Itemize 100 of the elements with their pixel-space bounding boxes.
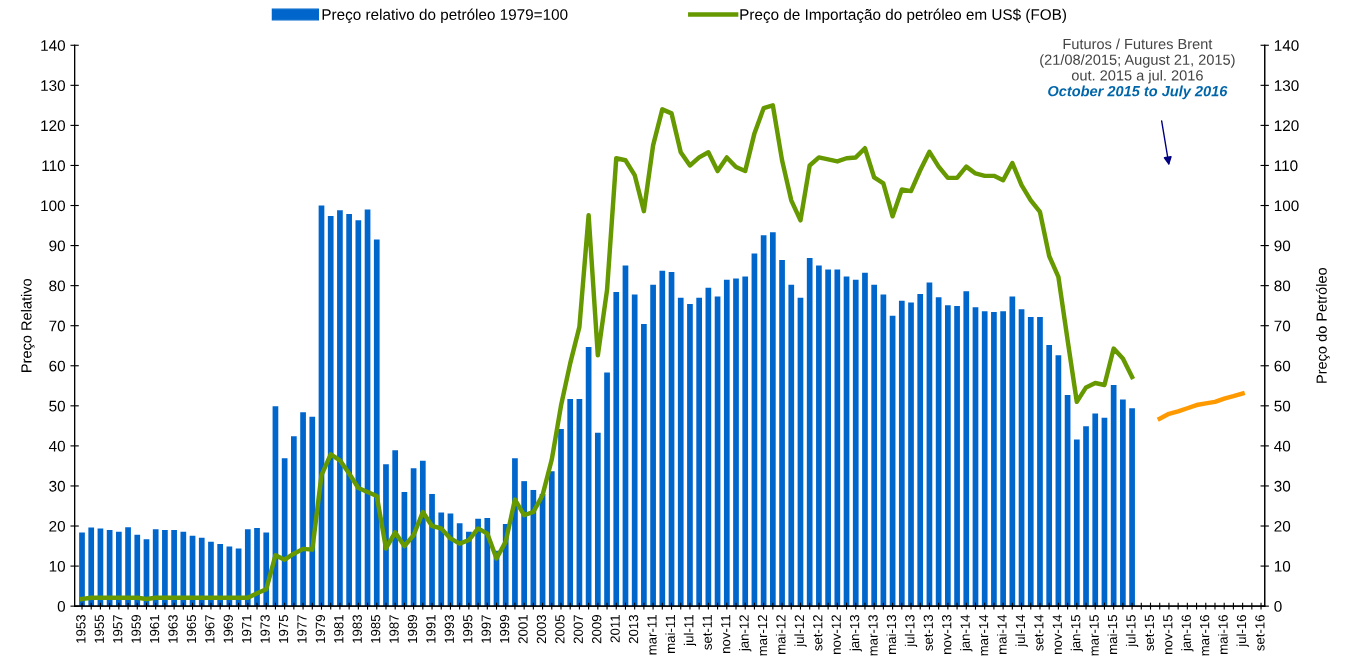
y2-tick-label: 10 bbox=[1274, 560, 1291, 572]
bar bbox=[742, 276, 749, 607]
bar bbox=[594, 432, 601, 607]
bar bbox=[346, 213, 352, 607]
x-tick-label: mar-15 bbox=[1089, 615, 1099, 656]
x-tick-label: 2013 bbox=[628, 615, 639, 644]
bar bbox=[134, 534, 141, 607]
bar bbox=[769, 232, 776, 607]
x-tick-label: mai-15 bbox=[1107, 615, 1118, 654]
x-tick-label: 1973 bbox=[260, 615, 270, 643]
annotation: Futuros / Futures Brent bbox=[1063, 38, 1213, 50]
y-tick-label: 70 bbox=[49, 320, 66, 332]
x-tick-label: 2011 bbox=[610, 615, 620, 643]
bar bbox=[687, 304, 693, 607]
bar bbox=[1092, 413, 1099, 607]
bar bbox=[337, 210, 343, 607]
bar bbox=[162, 530, 168, 607]
bar bbox=[696, 297, 703, 607]
x-tick-label: mai-11 bbox=[665, 615, 676, 653]
bar bbox=[217, 544, 224, 607]
y2-tick-label: 140 bbox=[1274, 40, 1299, 51]
x-tick-label: nov-14 bbox=[1052, 614, 1062, 654]
bar bbox=[991, 312, 997, 607]
bar bbox=[125, 527, 131, 607]
x-tick-label: 1953 bbox=[76, 615, 86, 643]
x-tick-label: 1989 bbox=[407, 615, 418, 643]
x-tick-label: 1991 bbox=[426, 615, 436, 643]
x-tick-label: nov-13 bbox=[942, 615, 952, 654]
bar bbox=[392, 450, 399, 607]
bar bbox=[1009, 296, 1016, 607]
bar bbox=[484, 518, 491, 607]
y2-tick-label: 70 bbox=[1274, 320, 1291, 332]
x-tick-label: mar-11 bbox=[647, 615, 657, 655]
x-tick-label: 1995 bbox=[463, 615, 473, 643]
y2-tick-label: 50 bbox=[1274, 400, 1291, 412]
x-tick-label: jul-14 bbox=[1015, 614, 1028, 648]
y2-tick-label: 60 bbox=[1274, 360, 1291, 372]
bar bbox=[981, 311, 988, 607]
x-tick-label: jan-16 bbox=[1181, 615, 1194, 652]
x-tick-label: set-15 bbox=[1144, 615, 1155, 651]
x-tick-label: nov-11 bbox=[721, 615, 731, 653]
bar bbox=[825, 269, 831, 607]
x-tick-label: set-13 bbox=[923, 615, 933, 651]
x-tick-label: 1999 bbox=[499, 615, 510, 643]
x-tick-label: 1979 bbox=[315, 615, 326, 643]
x-tick-label: 2007 bbox=[573, 615, 583, 644]
bar bbox=[677, 297, 684, 607]
bar bbox=[198, 537, 205, 607]
y-tick-label: 110 bbox=[42, 160, 66, 172]
x-tick-label: 1997 bbox=[481, 615, 491, 643]
bar bbox=[300, 412, 306, 607]
x-tick-label: 2009 bbox=[592, 615, 602, 644]
bar bbox=[641, 324, 647, 607]
bar bbox=[419, 460, 426, 607]
annotation: out. 2015 a jul. 2016 bbox=[1071, 69, 1203, 84]
bar bbox=[1000, 311, 1006, 607]
x-tick-label: 1961 bbox=[149, 615, 160, 643]
bar bbox=[355, 220, 362, 607]
bar bbox=[456, 523, 463, 607]
bar bbox=[733, 278, 739, 607]
bar bbox=[1110, 385, 1117, 607]
x-tick-label: jan-13 bbox=[849, 615, 862, 652]
annotation: (21/08/2015; August 21, 2015) bbox=[1040, 54, 1235, 68]
bar bbox=[945, 305, 951, 607]
x-tick-label: mar-14 bbox=[979, 614, 989, 656]
y2-tick-label: 0 bbox=[1274, 601, 1282, 612]
x-tick-label: jul-11 bbox=[683, 615, 697, 647]
y2-tick-label: 40 bbox=[1274, 440, 1291, 452]
bar bbox=[613, 292, 620, 607]
x-tick-label: jul-13 bbox=[904, 615, 918, 648]
x-tick-label: 1993 bbox=[444, 615, 454, 643]
x-tick-label: set-12 bbox=[813, 615, 823, 651]
y-tick-label: 130 bbox=[41, 80, 66, 92]
bar bbox=[291, 436, 297, 607]
annotation: October 2015 to July 2016 bbox=[1048, 85, 1228, 100]
x-tick-label: jul-15 bbox=[1125, 615, 1139, 648]
bar bbox=[1083, 426, 1089, 607]
x-tick-label: mai-14 bbox=[996, 614, 1007, 654]
y2-tick-label: 130 bbox=[1274, 80, 1299, 92]
x-tick-label: jul-12 bbox=[794, 615, 807, 648]
bar bbox=[834, 269, 841, 607]
bar bbox=[604, 372, 610, 607]
x-tick-label: 1987 bbox=[389, 615, 399, 643]
x-tick-label: nov-12 bbox=[831, 615, 841, 654]
bar bbox=[816, 265, 822, 607]
x-tick-label: jul-16 bbox=[1236, 615, 1249, 648]
bar bbox=[935, 297, 942, 607]
x-tick-label: set-14 bbox=[1034, 614, 1044, 651]
y-tick-label: 140 bbox=[41, 40, 66, 51]
bar bbox=[281, 458, 288, 607]
x-tick-label: mai-16 bbox=[1218, 615, 1228, 654]
x-tick-label: set-16 bbox=[1255, 615, 1265, 651]
x-tick-label: mai-13 bbox=[886, 615, 897, 654]
x-tick-label: jan-12 bbox=[739, 615, 752, 652]
y-tick-label: 20 bbox=[49, 520, 66, 532]
bar bbox=[171, 530, 177, 607]
bar bbox=[917, 294, 924, 607]
x-tick-label: mar-13 bbox=[868, 615, 878, 656]
bar bbox=[1120, 399, 1126, 607]
x-tick-label: 1957 bbox=[113, 615, 123, 643]
